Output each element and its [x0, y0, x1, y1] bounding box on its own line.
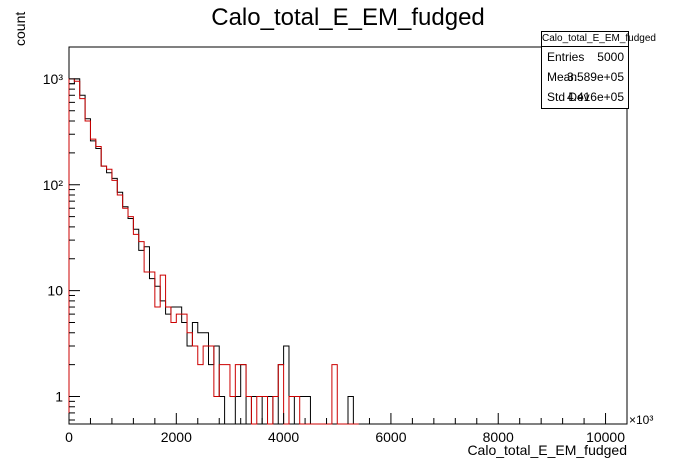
axis-ticks [68, 46, 628, 424]
stats-row-stddev: Std Dev 4.416e+05 [542, 87, 628, 107]
stats-box-title: Calo_total_E_EM_fudged [542, 32, 656, 47]
x-tick-label: 6000 [375, 429, 406, 445]
y-tick-label: 10² [43, 177, 64, 193]
x-tick-label: 10000 [586, 429, 625, 445]
stats-row-mean: Mean 3.589e+05 [542, 67, 628, 87]
y-axis-label: count [12, 11, 28, 46]
y-tick-label: 10 [47, 283, 63, 299]
histogram-line-1 [68, 78, 359, 425]
y-tick-label: 10³ [43, 71, 64, 87]
x-axis-label: Calo_total_E_EM_fudged [467, 442, 627, 458]
x-tick-label: 4000 [268, 429, 299, 445]
stats-value: 3.589e+05 [566, 70, 624, 84]
stats-label: Entries [547, 50, 585, 64]
stats-value: 4.416e+05 [566, 90, 624, 104]
axis-tick-labels: 0 2000 4000 6000 8000 10000 1 10 10² 10³ [43, 71, 625, 445]
stats-label: Std Dev [547, 90, 590, 104]
x-tick-label: 8000 [483, 429, 514, 445]
x-tick-label: 2000 [161, 429, 192, 445]
stats-label: Mean [547, 70, 578, 84]
chart-title: Calo_total_E_EM_fudged [211, 4, 485, 31]
y-tick-label: 1 [55, 389, 63, 405]
stats-value: 5000 [597, 50, 624, 64]
x-axis-multiplier: ×10³ [629, 413, 654, 427]
stats-box: Calo_total_E_EM_fudged Entries 5000 Mean… [541, 31, 656, 109]
histogram-series [68, 78, 359, 425]
x-tick-label: 0 [65, 429, 73, 445]
stats-row-entries: Entries 5000 [542, 47, 628, 67]
